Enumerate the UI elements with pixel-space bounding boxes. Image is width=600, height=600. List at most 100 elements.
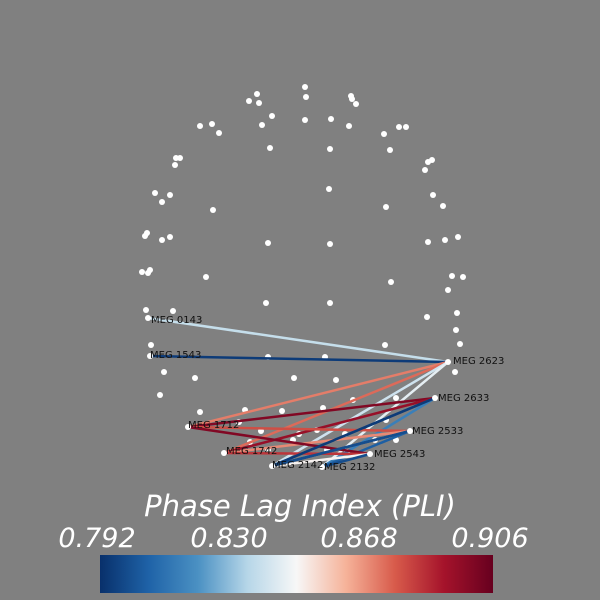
sensor-point <box>267 145 273 151</box>
sensor-point <box>303 94 309 100</box>
connection-line <box>148 354 450 364</box>
sensor-point <box>254 91 260 97</box>
label-meg-1742: MEG 1742 <box>226 446 277 457</box>
labeled-sensor-point <box>445 359 451 365</box>
label-meg-2623: MEG 2623 <box>453 356 504 367</box>
sensor-point <box>326 186 332 192</box>
colorbar-tick-2: 0.830 <box>190 523 267 554</box>
connection-line <box>320 396 437 469</box>
sensor-point <box>143 307 149 313</box>
connection-line <box>222 396 437 455</box>
sensor-point <box>197 123 203 129</box>
sensor-point <box>197 409 203 415</box>
sensor-point <box>279 408 285 414</box>
labeled-sensor-point <box>221 450 227 456</box>
sensor-point <box>460 274 466 280</box>
connection-line <box>320 429 412 469</box>
sensor-point <box>152 190 158 196</box>
labeled-sensor-point <box>269 463 275 469</box>
sensor-point <box>159 199 165 205</box>
labeled-sensor-point <box>432 395 438 401</box>
sensor-point <box>263 300 269 306</box>
sensor-point <box>442 237 448 243</box>
sensor-point <box>452 369 458 375</box>
sensor-point <box>425 239 431 245</box>
sensor-point <box>388 279 394 285</box>
sensor-point <box>177 155 183 161</box>
colorbar-title: Phase Lag Index (PLI) <box>144 489 456 523</box>
sensor-point <box>424 314 430 320</box>
sensor-point <box>209 121 215 127</box>
sensor-point <box>457 341 463 347</box>
sensor-point <box>393 395 399 401</box>
label-meg-2533: MEG 2533 <box>412 426 463 437</box>
connection-lines <box>146 316 450 469</box>
sensor-point <box>445 287 451 293</box>
sensor-point <box>145 270 151 276</box>
connection-line <box>270 452 372 468</box>
connection-line <box>270 429 412 468</box>
sensor-point <box>216 130 222 136</box>
labeled-sensor-point <box>147 353 153 359</box>
sensor-labels: MEG 0143 MEG 1543 MEG 2623 MEG 2633 MEG … <box>150 315 504 473</box>
sensor-point <box>387 147 393 153</box>
labeled-sensor-point <box>407 428 413 434</box>
sensor-point <box>320 405 326 411</box>
sensor-point <box>454 310 460 316</box>
sensor-point <box>148 342 154 348</box>
connection-line <box>270 396 437 468</box>
sensor-array <box>139 84 466 455</box>
sensor-point <box>291 375 297 381</box>
sensor-point <box>167 192 173 198</box>
labeled-sensors <box>145 315 451 470</box>
sensor-point <box>256 100 262 106</box>
colorbar-tick-3: 0.868 <box>320 523 397 554</box>
sensor-point <box>302 117 308 123</box>
connection-line <box>146 316 450 364</box>
sensor-point <box>269 113 275 119</box>
label-meg-2543: MEG 2543 <box>374 449 425 460</box>
label-meg-1543: MEG 1543 <box>150 350 201 361</box>
sensor-point <box>192 375 198 381</box>
sensor-point <box>430 192 436 198</box>
sensor-point <box>349 96 355 102</box>
label-meg-0143: MEG 0143 <box>151 315 202 326</box>
sensor-point <box>327 300 333 306</box>
label-meg-2142: MEG 2142 <box>272 460 323 471</box>
colorbar: Phase Lag Index (PLI) 0.792 0.830 0.868 … <box>58 489 529 593</box>
connection-line <box>270 360 450 468</box>
sensor-point <box>346 123 352 129</box>
sensor-point <box>259 122 265 128</box>
sensor-point <box>302 84 308 90</box>
sensor-point <box>396 124 402 130</box>
label-meg-2132: MEG 2132 <box>324 462 375 473</box>
sensor-point <box>422 167 428 173</box>
sensor-point <box>429 157 435 163</box>
sensor-point <box>210 207 216 213</box>
sensor-point <box>265 240 271 246</box>
sensor-point <box>159 237 165 243</box>
connection-line <box>186 396 437 429</box>
sensor-point <box>453 327 459 333</box>
colorbar-gradient <box>100 555 493 593</box>
connection-line <box>320 452 372 469</box>
sensor-point <box>172 162 178 168</box>
sensor-point <box>440 203 446 209</box>
sensor-point <box>170 308 176 314</box>
label-meg-2633: MEG 2633 <box>438 393 489 404</box>
sensor-point <box>333 377 339 383</box>
sensor-point <box>382 342 388 348</box>
labeled-sensor-point <box>319 464 325 470</box>
sensor-point <box>161 369 167 375</box>
sensor-point <box>203 274 209 280</box>
sensor-point <box>139 269 145 275</box>
sensor-point <box>327 241 333 247</box>
connection-line <box>186 425 412 433</box>
labeled-sensor-point <box>185 424 191 430</box>
sensor-point <box>455 234 461 240</box>
sensor-point <box>403 124 409 130</box>
sensor-point <box>353 101 359 107</box>
colorbar-tick-1: 0.792 <box>58 523 135 554</box>
labeled-sensor-point <box>145 315 151 321</box>
